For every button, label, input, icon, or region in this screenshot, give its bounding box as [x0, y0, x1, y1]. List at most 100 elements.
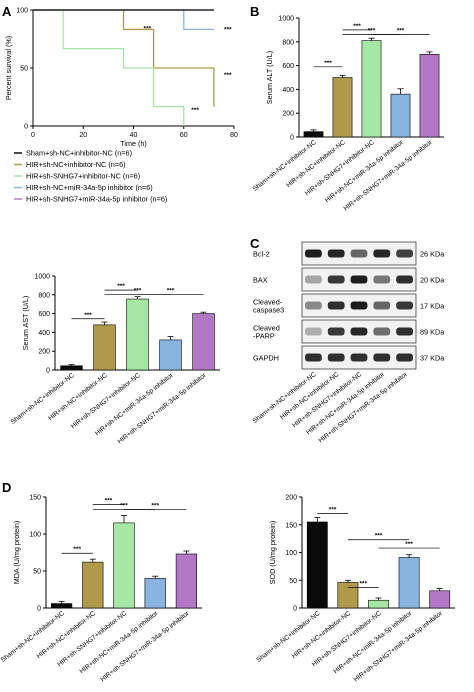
significance-label: *** — [167, 287, 175, 294]
significance-label: *** — [191, 107, 199, 114]
y-axis-label: SOD (U/mg protein) — [268, 521, 277, 585]
y-tick-label: 200 — [282, 111, 294, 118]
x-tick-label: 20 — [79, 132, 87, 139]
blot-band — [396, 353, 413, 362]
significance-label: *** — [84, 312, 92, 319]
significance-label: *** — [353, 23, 361, 30]
western-blot: Bcl-2 26 KDa BAX 20 KDa Cleaved-caspase3 17 K… — [252, 241, 445, 444]
bar — [398, 557, 420, 609]
blot-label: GAPDH — [253, 354, 279, 363]
survival-chart: 0 50 100 0 20 40 60 80 Time (h) Percent survival … — [4, 8, 238, 149]
blot-kda: 20 KDa — [420, 276, 445, 285]
mda-bar-chart: 0 50 100 150 MDA (U/mg protein) Sham+sh-NC+in… — [0, 495, 202, 683]
significance-label: *** — [73, 546, 81, 553]
legend-entry: HIR+sh-NC+miR-34a-5p inhibitor (n=6) — [26, 183, 153, 192]
significance-label: *** — [368, 28, 376, 35]
bar — [93, 324, 116, 371]
blot-band — [305, 301, 322, 310]
y-axis-label: Serum ALT (U/L) — [265, 51, 274, 104]
significance-label: *** — [134, 287, 142, 294]
blot-band — [350, 327, 368, 336]
y-tick-label: 800 — [38, 292, 50, 299]
blot-band — [396, 301, 413, 310]
bar — [175, 553, 197, 609]
legend-entry: HIR+sh-SNHG7+miR-34a-5p inhibitor (n=6) — [26, 195, 167, 204]
bar — [306, 521, 328, 609]
blot-band — [396, 275, 413, 284]
legend-entry: HIR+sh-NC+inhibitor-NC (n=6) — [26, 160, 126, 169]
blot-kda: 37 KDa — [420, 354, 445, 363]
blot-band — [350, 275, 368, 284]
blot-band — [327, 353, 345, 362]
legend-entry: Sham+sh-NC+inhibitor-NC (n=6) — [26, 149, 132, 158]
significance-label: *** — [324, 60, 332, 67]
significance-label: *** — [117, 283, 125, 290]
bar — [429, 590, 451, 609]
bar — [337, 582, 359, 609]
blot-band — [327, 301, 345, 310]
blot-band — [373, 275, 391, 284]
y-tick-label: 0 — [293, 606, 297, 613]
significance-label: *** — [224, 72, 232, 79]
blot-band — [305, 327, 322, 336]
bar — [144, 578, 166, 609]
significance-label: *** — [105, 497, 113, 504]
panel-letter-b: B — [250, 4, 259, 19]
survival-line — [33, 9, 185, 126]
y-tick-label: 0 — [24, 124, 28, 131]
y-tick-label: 0 — [37, 606, 41, 613]
significance-label: *** — [151, 503, 159, 510]
y-axis-label: MDA (U/mg protein) — [12, 521, 21, 585]
x-tick-label: 0 — [31, 132, 35, 139]
blot-band — [305, 249, 322, 258]
blot-band — [396, 249, 413, 258]
blot-band — [373, 249, 391, 258]
y-axis-label: Percent survival (%) — [4, 36, 13, 100]
category-label: HIR+sh-NC+inhibitor-NC — [291, 610, 353, 660]
x-tick-label: 40 — [130, 132, 138, 139]
category-label: Sham+sh-NC+inhibitor-NC — [0, 610, 66, 664]
blot-band — [327, 327, 345, 336]
y-tick-label: 400 — [282, 87, 294, 94]
x-tick-label: 60 — [180, 132, 188, 139]
survival-legend: Sham+sh-NC+inhibitor-NC (n=6) HIR+sh-NC+i… — [14, 149, 167, 204]
y-tick-label: 200 — [38, 349, 50, 356]
ast-bar-chart: 0 200 400 600 800 1000 Serum AST (U/L) Sham+sh-… — [10, 274, 220, 445]
blot-band — [373, 353, 391, 362]
panel-letter-d: D — [2, 480, 11, 495]
y-axis-label: Serum AST (U/L) — [21, 296, 30, 351]
category-label: HIR+sh-NC+inhibitor-NC — [47, 372, 109, 422]
category-label: Sham+sh-NC+inhibitor-NC — [255, 610, 321, 664]
bar — [60, 365, 83, 371]
blot-band — [373, 327, 391, 336]
significance-label: *** — [120, 503, 128, 510]
y-tick-label: 50 — [289, 578, 297, 585]
y-tick-label: 150 — [285, 522, 297, 529]
sod-bar-chart: 0 50 100 150 200 SOD (U/mg protein) Sham+sh-NC… — [255, 495, 455, 683]
blot-label: Bcl-2 — [253, 250, 270, 259]
y-tick-label: 1000 — [278, 16, 294, 23]
category-label: HIR+sh-NC+inhibitor-NC — [36, 610, 98, 660]
blot-band — [305, 275, 322, 284]
y-tick-label: 200 — [285, 495, 297, 502]
bar — [303, 131, 324, 138]
bar — [390, 93, 411, 138]
y-tick-label: 100 — [16, 8, 28, 15]
significance-label: *** — [359, 580, 367, 587]
significance-label: *** — [329, 507, 337, 514]
y-tick-label: 50 — [20, 66, 28, 73]
blot-band — [396, 327, 413, 336]
significance-label: *** — [397, 28, 405, 35]
y-tick-label: 100 — [29, 532, 41, 539]
blot-band — [350, 249, 368, 258]
blot-band — [327, 249, 345, 258]
category-label: Sham+sh-NC+inhibitor-NC — [10, 372, 76, 426]
bar — [419, 53, 440, 138]
panel-letter-c: C — [250, 236, 260, 251]
blot-label: Cleaved — [253, 324, 280, 333]
y-tick-label: 150 — [29, 495, 41, 502]
blot-kda: 17 KDa — [420, 302, 445, 311]
y-tick-label: 0 — [46, 368, 50, 375]
y-tick-label: 100 — [285, 550, 297, 557]
